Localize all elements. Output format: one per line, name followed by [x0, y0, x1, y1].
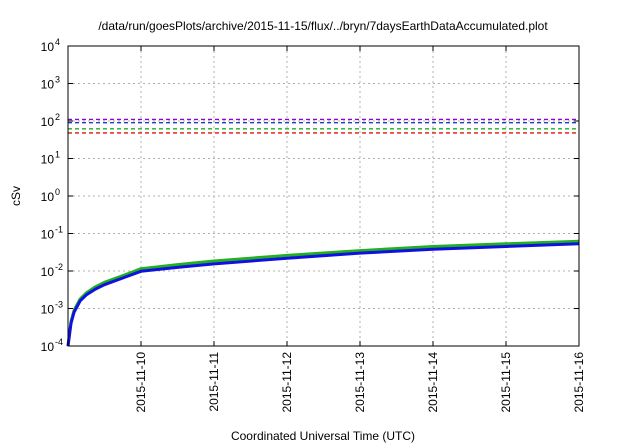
y-axis-label: cSv [9, 186, 23, 206]
y-tick-exponent: -1 [55, 225, 63, 235]
y-tick-exponent: -4 [55, 337, 63, 347]
y-tick-exponent: -3 [55, 300, 63, 310]
y-tick-exponent: -2 [55, 262, 63, 272]
y-tick-exponent: 0 [55, 187, 60, 197]
y-tick-label: 10 [41, 153, 55, 167]
x-tick-label: 2015-11-11 [207, 352, 221, 412]
x-tick-label: 2015-11-14 [426, 352, 440, 413]
x-tick-label: 2015-11-15 [499, 352, 513, 413]
y-tick-exponent: 2 [55, 112, 60, 122]
x-tick-label: 2015-11-12 [280, 352, 294, 413]
y-tick-exponent: 1 [55, 150, 60, 160]
chart-title: /data/run/goesPlots/archive/2015-11-15/f… [98, 19, 548, 33]
series-lines [66, 239, 580, 347]
x-tick-label: 2015-11-10 [134, 352, 148, 413]
y-tick-label: 10 [41, 340, 55, 354]
y-tick-label: 10 [41, 78, 55, 92]
y-tick-label: 10 [41, 228, 55, 242]
y-tick-label: 10 [41, 303, 55, 317]
x-axis-label: Coordinated Universal Time (UTC) [231, 429, 415, 443]
y-tick-label: 10 [41, 40, 55, 54]
y-tick-label: 10 [41, 265, 55, 279]
x-axis: 2015-11-10 2015-11-11 2015-11-12 2015-11-13… [134, 46, 586, 413]
x-tick-label: 2015-11-13 [353, 352, 367, 413]
y-tick-exponent: 4 [55, 37, 60, 47]
series-line [66, 242, 580, 347]
threshold-lines [68, 118, 579, 134]
y-tick-label: 10 [41, 190, 55, 204]
x-tick-label: 2015-11-16 [572, 352, 586, 413]
y-tick-exponent: 3 [55, 75, 60, 85]
y-tick-label: 10 [41, 115, 55, 129]
